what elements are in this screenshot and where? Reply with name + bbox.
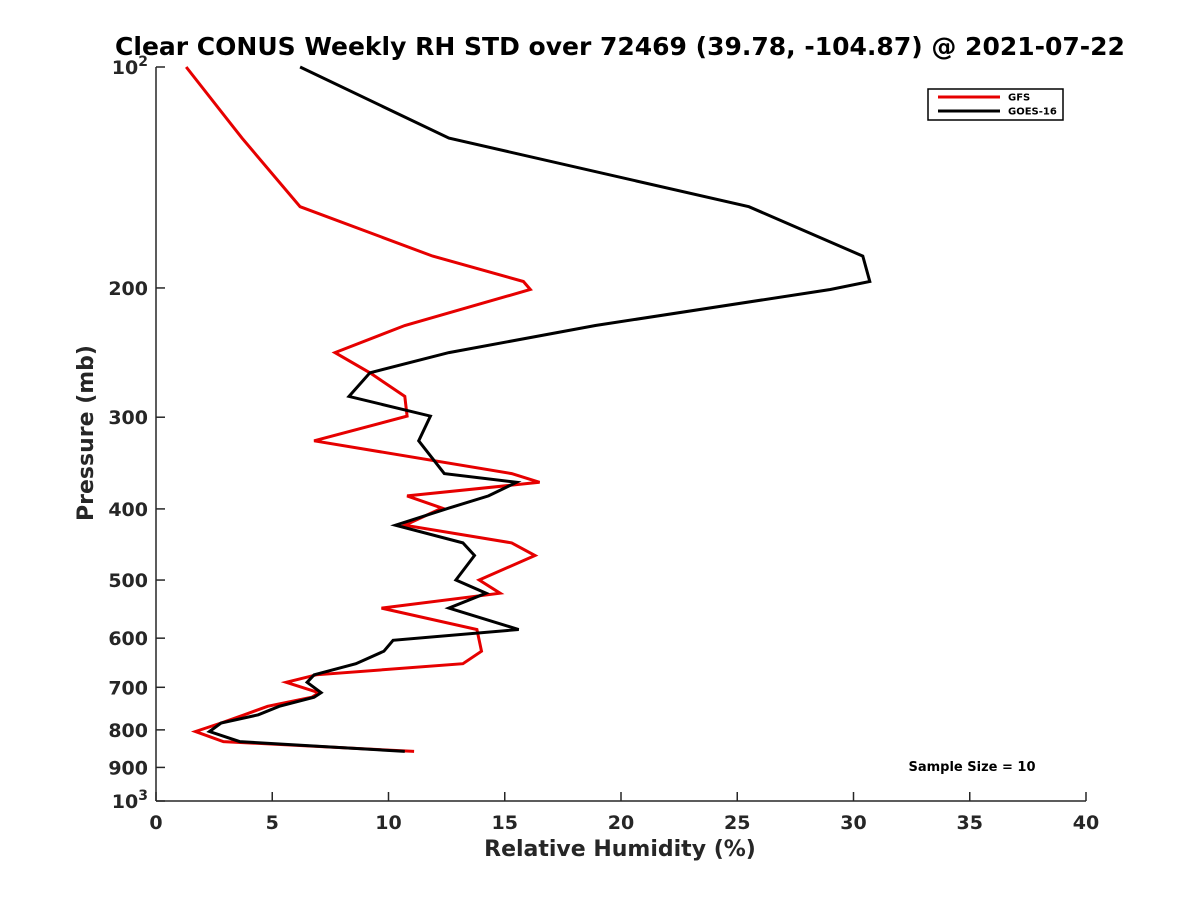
x-tick-label: 25	[724, 812, 750, 834]
y-tick-label: 400	[108, 499, 148, 521]
y-tick-label: 700	[108, 677, 148, 699]
legend-label: GOES-16	[1008, 107, 1057, 118]
y-tick-label: 600	[108, 628, 148, 650]
series-line-goes-16	[206, 65, 872, 753]
y-tick-label: 300	[108, 407, 148, 429]
x-axis-label: Relative Humidity (%)	[484, 837, 756, 862]
chart-title: Clear CONUS Weekly RH STD over 72469 (39…	[115, 32, 1125, 61]
axes: 0 5 10 15 20 25 30 35 40 102 200 300 400 500 600 700 800…	[108, 54, 1099, 834]
y-tick-label: 900	[108, 757, 148, 779]
x-tick-label: 0	[149, 812, 162, 834]
y-tick-label: 500	[108, 570, 148, 592]
legend-box	[927, 88, 1064, 121]
x-tick-label: 35	[957, 812, 983, 834]
y-tick-label: 800	[108, 720, 148, 742]
legend-label: GFS	[1008, 93, 1030, 104]
x-tick-label: 40	[1073, 812, 1099, 834]
sample-size-annotation: Sample Size = 10	[908, 760, 1035, 775]
y-tick-label: 200	[108, 278, 148, 300]
y-tick-label: 102	[112, 54, 148, 79]
legend: GFS GOES-16	[927, 88, 1064, 121]
y-axis-label: Pressure (mb)	[74, 345, 99, 521]
x-tick-label: 5	[266, 812, 279, 834]
y-tick-label: 103	[112, 788, 148, 813]
x-tick-label: 15	[492, 812, 518, 834]
x-tick-label: 20	[608, 812, 634, 834]
x-tick-label: 30	[840, 812, 866, 834]
series-layer	[185, 65, 872, 753]
x-tick-label: 10	[375, 812, 401, 834]
